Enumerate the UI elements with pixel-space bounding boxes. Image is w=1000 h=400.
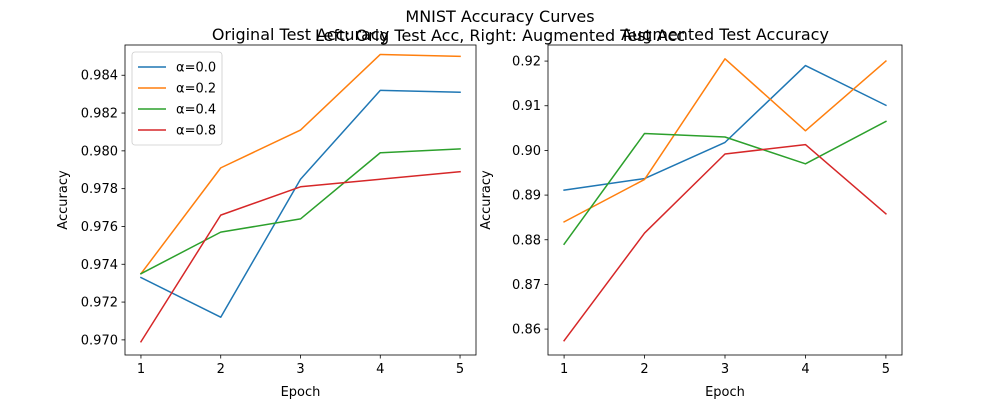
x-tick-label: 1: [560, 362, 568, 377]
series-line-3: [563, 143, 887, 342]
x-tick-label: 4: [376, 362, 384, 377]
x-axis-label: Epoch: [705, 385, 745, 400]
legend-box: [131, 51, 223, 146]
figure-subtitle: Left: Orig Test Acc, Right: Augmented Te…: [315, 26, 685, 45]
figure-title: MNIST Accuracy Curves: [405, 7, 594, 26]
x-tick-label: 5: [456, 362, 464, 377]
y-tick-label: 0.86: [512, 323, 541, 338]
series-line-1: [139, 53, 461, 275]
legend-label-2: α=0.4: [176, 103, 216, 118]
y-tick-label: 0.978: [81, 182, 118, 197]
legend-label-3: α=0.8: [176, 124, 216, 139]
series-line-0: [563, 64, 887, 192]
x-tick-label: 4: [801, 362, 809, 377]
y-tick-label: 0.89: [512, 189, 541, 204]
series-line-2: [139, 148, 461, 275]
right-chart: 1 2 3 4 5 0.86 0.87 0.88 0.89 0.90 0.91 0.92 Epoch Ac…: [479, 25, 903, 400]
chart-title: Augmented Test Accuracy: [621, 25, 829, 44]
x-tick-label: 3: [721, 362, 729, 377]
legend: α=0.0 α=0.2 α=0.4 α=0.8: [131, 51, 223, 146]
plot-area: [548, 45, 902, 355]
chart-title: Original Test Accuracy: [212, 25, 389, 44]
left-chart: 1 2 3 4 5 0.970 0.972 0.974 0.976 0.978 0.980 0.982…: [56, 25, 477, 400]
x-tick-label: 2: [217, 362, 225, 377]
x-axis-label: Epoch: [281, 385, 321, 400]
y-axis-label: Accuracy: [56, 170, 71, 230]
series-line-3: [139, 170, 461, 343]
x-tick-label: 5: [882, 362, 890, 377]
y-tick-label: 0.87: [512, 278, 541, 293]
y-tick-label: 0.90: [512, 144, 541, 159]
series-line-2: [563, 120, 887, 246]
x-tick-label: 2: [640, 362, 648, 377]
y-tick-label: 0.91: [512, 99, 541, 114]
series-line-1: [563, 58, 887, 223]
y-tick-label: 0.970: [81, 333, 118, 348]
series-line-0: [139, 89, 461, 318]
x-tick-label: 3: [296, 362, 304, 377]
x-tick-label: 1: [137, 362, 145, 377]
y-tick-label: 0.972: [81, 296, 118, 311]
y-tick-label: 0.92: [512, 55, 541, 70]
y-tick-label: 0.976: [81, 220, 118, 235]
y-axis-label: Accuracy: [479, 170, 494, 230]
y-tick-label: 0.984: [81, 69, 118, 84]
y-tick-label: 0.982: [81, 107, 118, 122]
legend-label-1: α=0.2: [176, 82, 216, 97]
y-tick-label: 0.980: [81, 144, 118, 159]
y-tick-label: 0.974: [81, 258, 118, 273]
y-tick-label: 0.88: [512, 233, 541, 248]
legend-label-0: α=0.0: [176, 61, 216, 76]
